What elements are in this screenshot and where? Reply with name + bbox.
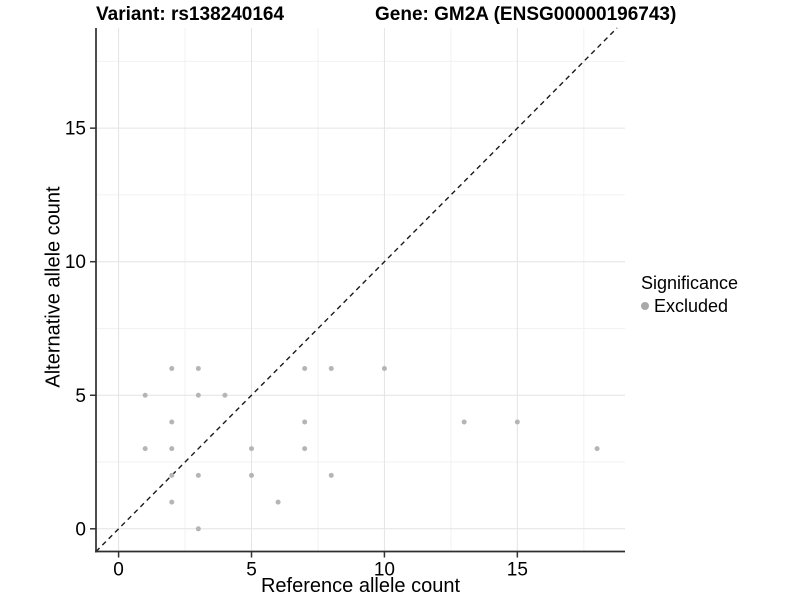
data-point xyxy=(169,472,175,478)
data-point xyxy=(195,472,201,478)
data-point xyxy=(594,446,600,452)
data-point xyxy=(302,419,308,425)
data-point xyxy=(195,366,201,372)
data-point xyxy=(328,366,334,372)
identity-line xyxy=(95,27,618,552)
legend-item-label: Excluded xyxy=(654,296,729,316)
data-point xyxy=(169,419,175,425)
data-point xyxy=(302,366,308,372)
y-tick-label: 5 xyxy=(75,386,86,407)
data-point xyxy=(514,419,520,425)
y-tick-label: 15 xyxy=(65,119,86,140)
x-tick-label: 10 xyxy=(374,560,395,581)
excluded-point-icon xyxy=(641,302,649,310)
x-tick-label: 15 xyxy=(507,560,528,581)
data-point xyxy=(381,366,387,372)
data-point xyxy=(222,392,228,398)
data-point xyxy=(195,392,201,398)
data-point xyxy=(275,499,281,505)
data-point xyxy=(142,392,148,398)
data-point xyxy=(169,499,175,505)
data-point xyxy=(195,526,201,532)
data-point xyxy=(249,472,255,478)
x-tick-label: 0 xyxy=(113,560,124,581)
legend: Significance Excluded xyxy=(641,273,738,316)
legend-item-excluded: Excluded xyxy=(641,296,738,316)
plot-title-gene: Gene: GM2A (ENSG00000196743) xyxy=(375,4,677,25)
y-axis-title: Alternative allele count xyxy=(42,186,65,388)
data-point xyxy=(169,446,175,452)
x-tick-label: 5 xyxy=(246,560,257,581)
legend-title: Significance xyxy=(641,273,739,293)
plot-title-variant: Variant: rs138240164 xyxy=(96,4,285,25)
data-point xyxy=(249,446,255,452)
x-axis-title: Reference allele count xyxy=(260,575,460,597)
data-point xyxy=(461,419,467,425)
data-point xyxy=(142,446,148,452)
y-tick-label: 0 xyxy=(75,519,86,540)
y-tick-label: 10 xyxy=(65,252,86,273)
data-point xyxy=(302,446,308,452)
data-point xyxy=(169,366,175,372)
data-point xyxy=(328,472,334,478)
